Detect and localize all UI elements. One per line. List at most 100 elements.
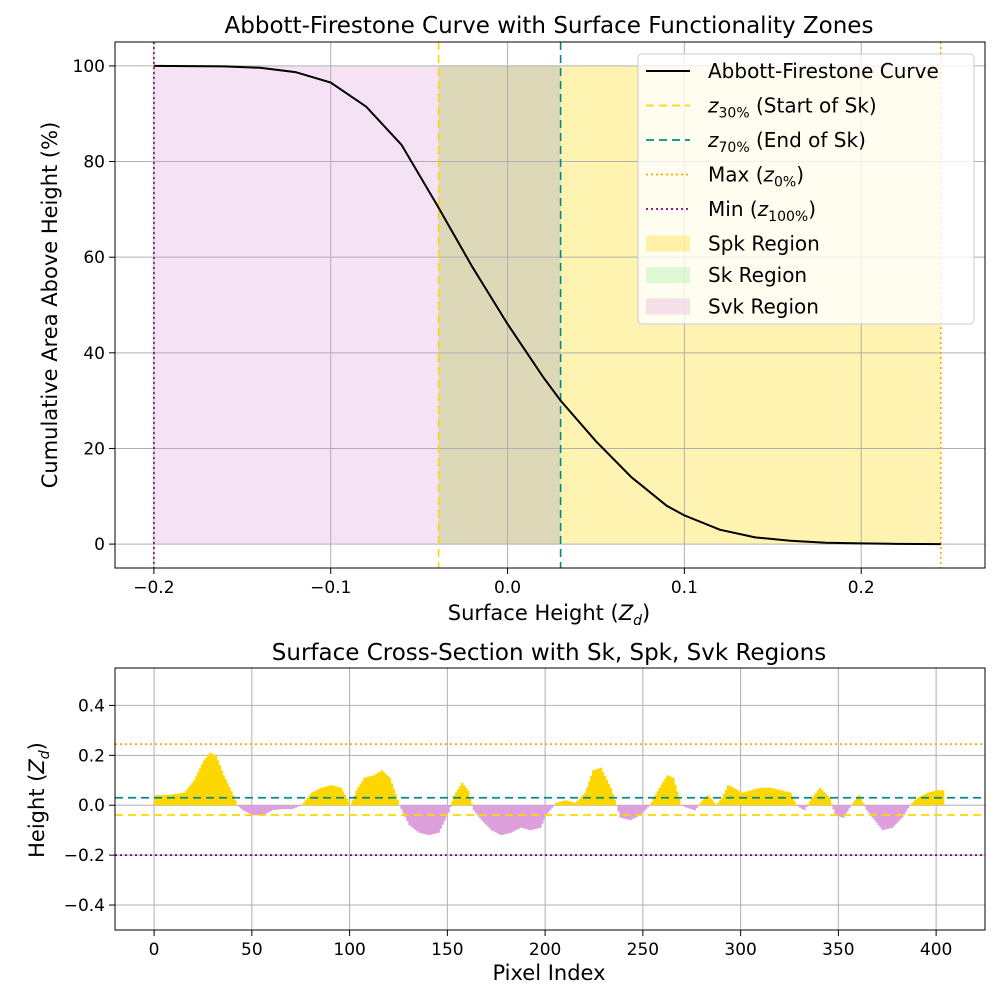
profile-bar-above [595, 769, 599, 806]
profile-bar-above [373, 775, 376, 806]
profile-bar-above [396, 799, 399, 806]
profile-bar-above [173, 794, 177, 806]
profile-bar-above [556, 802, 560, 806]
profile-bar-below [429, 805, 433, 835]
profile-bar-above [455, 792, 458, 806]
profile-bar-above [736, 790, 740, 806]
profile-bar-above [167, 794, 171, 806]
profile-bar-above [607, 783, 611, 806]
profile-bar-below [689, 805, 693, 809]
profile-bar-below [480, 805, 483, 821]
profile-bar-above [218, 765, 221, 806]
profile-bar-below [885, 805, 888, 830]
profile-bar-above [386, 775, 390, 806]
profile-bar-above [740, 792, 743, 806]
bottom-axes: 0 50 100 150 200 250 300 350 400 −0.4 −0.2 0.0 0.2 0.… [64, 667, 986, 960]
profile-bar-above [353, 795, 356, 806]
x-tick-label: 50 [241, 940, 263, 960]
x-tick-label: 0.1 [671, 578, 698, 598]
profile-bar-below [423, 805, 427, 835]
profile-bar-below [545, 805, 548, 816]
profile-bar-below [242, 805, 245, 811]
profile-bar-below [683, 805, 687, 807]
profile-bar-above [668, 776, 671, 806]
legend-label: Svk Region [708, 295, 819, 319]
profile-bar-above [852, 802, 855, 806]
profile-bar-above [394, 794, 397, 806]
profile-bar-above [302, 802, 306, 806]
profile-bar-above [193, 780, 196, 806]
y-tick-label: 0.2 [78, 746, 105, 766]
profile-bar-above [376, 772, 380, 806]
profile-bar-above [746, 791, 749, 806]
profile-bar-above [459, 785, 462, 806]
profile-bar-below [681, 805, 685, 807]
profile-bar-above [320, 787, 323, 806]
profile-bar-below [482, 805, 485, 823]
x-tick-label: 300 [724, 940, 756, 960]
profile-bar-above [613, 799, 616, 806]
profile-bar-below [515, 805, 519, 830]
profile-bar-below [433, 805, 437, 834]
profile-bar-above [177, 793, 180, 806]
x-tick-label: 0 [149, 940, 160, 960]
profile-bar-below [292, 805, 296, 809]
profile-bar-below [625, 805, 628, 820]
profile-bar-above [308, 795, 311, 806]
profile-bar-above [855, 797, 859, 806]
profile-bar-above [785, 791, 788, 806]
profile-bar-below [623, 805, 626, 819]
profile-bar-above [384, 774, 388, 806]
profile-bar-below [646, 805, 650, 808]
bottom-y-axis-label: Height (Zd) [25, 742, 53, 858]
y-tick-label: 80 [83, 153, 105, 173]
profile-bar-below [251, 805, 255, 816]
profile-bar-below [836, 805, 839, 816]
profile-bar-below [691, 805, 695, 810]
profile-bar-below [494, 805, 497, 833]
profile-bar-below [631, 805, 634, 820]
profile-bar-above [322, 787, 325, 806]
profile-bar-above [721, 797, 724, 806]
top-x-axis-label: Surface Height (Zd) [448, 601, 650, 629]
profile-bar-below [889, 805, 892, 829]
profile-bar-above [330, 785, 333, 806]
profile-bar-above [912, 801, 916, 806]
profile-bar-below [490, 805, 493, 831]
profile-bar-above [699, 802, 702, 806]
profile-bar-above [918, 796, 921, 806]
profile-bar-above [199, 768, 202, 806]
profile-bar-below [404, 805, 407, 818]
profile-bar-above [672, 777, 675, 806]
profile-bar-above [222, 775, 225, 806]
top-axes: −0.2 −0.1 0.0 0.1 0.2 0 20 40 60 80 100 [73, 41, 986, 598]
profile-bar-above [928, 792, 931, 806]
profile-bar-above [599, 767, 603, 806]
profile-bar-above [580, 796, 583, 806]
profile-bar-above [337, 787, 341, 806]
profile-bar-above [707, 795, 710, 806]
profile-bar-above [365, 777, 368, 806]
profile-bar-above [572, 802, 575, 806]
profile-bar-above [830, 803, 833, 806]
profile-bar-below [277, 805, 280, 810]
profile-bar-above [226, 783, 229, 806]
profile-bar-above [191, 782, 194, 806]
profile-bar-below [635, 805, 638, 818]
profile-bar-below [904, 805, 908, 812]
profile-bar-below [247, 805, 251, 814]
profile-bar-above [730, 786, 734, 806]
profile-bar-above [359, 784, 362, 806]
profile-bar-below [865, 805, 869, 811]
profile-bar-below [838, 805, 841, 817]
profile-bar-below [427, 805, 431, 836]
profile-bar-above [767, 787, 771, 806]
y-tick-label: 20 [83, 439, 105, 459]
profile-bar-above [910, 803, 914, 806]
profile-bar-below [408, 805, 411, 826]
profile-bar-below [421, 805, 425, 834]
x-tick-label: 400 [920, 940, 952, 960]
profile-bar-below [541, 805, 544, 824]
profile-bar-above [586, 787, 589, 806]
profile-bar-above [208, 752, 212, 806]
